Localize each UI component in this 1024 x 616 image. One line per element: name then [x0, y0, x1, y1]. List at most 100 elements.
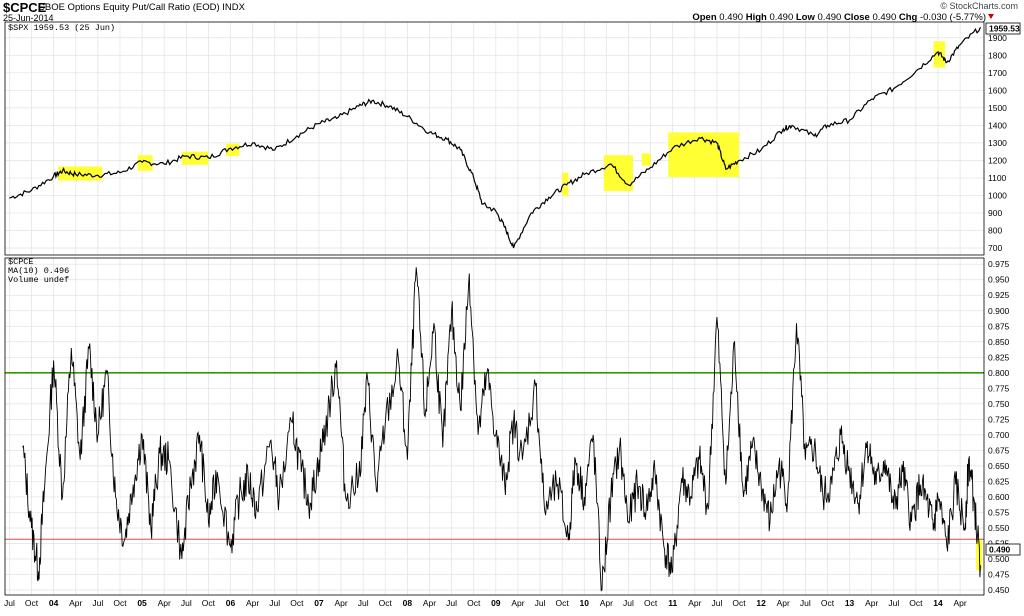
x-tick-label: Jul	[623, 598, 634, 608]
y-tick-label: 0.625	[988, 476, 1010, 486]
y-tick-label: 0.825	[988, 352, 1010, 362]
x-tick-label: 13	[845, 598, 855, 608]
high-value: 0.490	[769, 12, 794, 23]
y-tick-label: 0.500	[988, 554, 1010, 564]
chg-down-icon	[988, 14, 994, 19]
y-tick-label: 0.550	[988, 523, 1010, 533]
y-tick-label: 1600	[988, 85, 1007, 95]
x-tick-label: Oct	[379, 598, 393, 608]
y-tick-label: 0.900	[988, 306, 1010, 316]
ratio-panel-frame	[4, 257, 985, 596]
price-y-ticks: 700 800 900 1000 1100 1200 1300 1400 1500 1600 170…	[988, 33, 1007, 253]
ratio-y-ticks: 0.450 0.475 0.500 0.525 0.550 0.575 0.600 0.625…	[988, 259, 1010, 595]
x-tick-label: 04	[49, 598, 59, 608]
x-tick-label: Jul	[535, 598, 546, 608]
spx-last-value-box	[985, 22, 1021, 35]
x-tick-label: 06	[226, 598, 236, 608]
y-tick-label: 1900	[988, 33, 1007, 43]
highlight-box	[641, 153, 651, 166]
x-tick-label: Apr	[69, 598, 82, 608]
source-credit: © StockCharts.com	[940, 1, 1018, 11]
price-highlights	[58, 41, 946, 197]
open-label: Open	[692, 12, 717, 23]
x-tick-label: Jul	[888, 598, 899, 608]
chg-label: Chg	[898, 12, 918, 23]
x-tick-label: Oct	[732, 598, 746, 608]
x-tick-label: 14	[933, 598, 943, 608]
y-tick-label: 0.600	[988, 492, 1010, 502]
y-tick-label: 0.725	[988, 414, 1010, 424]
y-tick-label: 800	[988, 225, 1002, 235]
x-tick-label: Jul	[358, 598, 369, 608]
x-tick-label: Oct	[821, 598, 835, 608]
y-tick-label: 0.800	[988, 368, 1010, 378]
y-tick-label: 0.925	[988, 290, 1010, 300]
x-tick-label: 11	[668, 598, 677, 608]
x-tick-label: Apr	[954, 598, 967, 608]
cpce-legend: $CPCE	[8, 257, 34, 267]
x-tick-label: 12	[756, 598, 766, 608]
y-tick-label: 1100	[988, 173, 1007, 183]
y-tick-label: 0.475	[988, 570, 1010, 580]
x-tick-label: Oct	[113, 598, 127, 608]
x-tick-label: Jul	[269, 598, 280, 608]
x-tick-label: 07	[314, 598, 324, 608]
y-tick-label: 0.575	[988, 507, 1010, 517]
chart-date: 25-Jun-2014	[3, 13, 54, 23]
y-tick-label: 1800	[988, 50, 1007, 60]
spx-legend: $SPX 1959.53 (25 Jun)	[8, 23, 115, 33]
chart-description: CBOE Options Equity Put/Call Ratio (EOD)…	[38, 2, 245, 13]
open-value: 0.490	[719, 12, 744, 23]
chart-symbol: $CPCE	[3, 0, 47, 15]
x-tick-label: Apr	[246, 598, 259, 608]
y-tick-label: 0.450	[988, 585, 1010, 595]
low-label: Low	[795, 12, 815, 23]
description-text: CBOE Options Equity Put/Call Ratio (EOD)	[38, 2, 220, 13]
exchange-label: INDX	[222, 2, 245, 13]
y-tick-label: 0.750	[988, 399, 1010, 409]
spx-series-line	[9, 27, 982, 249]
x-tick-label: Jul	[800, 598, 811, 608]
x-tick-label: Oct	[25, 598, 39, 608]
y-tick-label: 0.650	[988, 461, 1010, 471]
x-axis-ticks: Jul Oct 04 Apr Jul Oct 05 Apr Jul Oct 06 Apr Jul Oct 0…	[4, 598, 967, 608]
x-tick-label: 05	[137, 598, 147, 608]
x-tick-label: 10	[580, 598, 590, 608]
x-tick-label: Oct	[290, 598, 304, 608]
y-tick-label: 0.525	[988, 538, 1010, 548]
x-tick-label: Jul	[92, 598, 103, 608]
price-panel-frame	[4, 21, 985, 256]
x-tick-label: Apr	[334, 598, 347, 608]
y-tick-label: 1200	[988, 155, 1007, 165]
cpce-series-line	[22, 267, 981, 592]
x-tick-label: 08	[403, 598, 413, 608]
x-tick-label: 09	[491, 598, 501, 608]
y-tick-label: 0.700	[988, 430, 1010, 440]
volume-legend: Volume undef	[8, 275, 69, 285]
y-tick-label: 1700	[988, 68, 1007, 78]
x-tick-label: Apr	[865, 598, 878, 608]
high-label: High	[745, 12, 767, 23]
x-tick-label: Oct	[644, 598, 658, 608]
close-value: 0.490	[872, 12, 897, 23]
x-tick-label: Jul	[711, 598, 722, 608]
ohlc-readout: Open 0.490 High 0.490 Low 0.490 Close 0.…	[692, 12, 986, 23]
y-tick-label: 0.775	[988, 383, 1010, 393]
close-label: Close	[843, 12, 870, 23]
y-tick-label: 0.950	[988, 275, 1010, 285]
x-tick-label: Jul	[4, 598, 15, 608]
highlight-box	[137, 155, 153, 171]
cpce-last-value-box	[985, 543, 1021, 556]
x-tick-label: Apr	[158, 598, 171, 608]
x-tick-label: Apr	[423, 598, 436, 608]
x-tick-label: Apr	[777, 598, 790, 608]
y-tick-label: 0.675	[988, 445, 1010, 455]
x-tick-label: Jul	[446, 598, 457, 608]
y-tick-label: 0.850	[988, 337, 1010, 347]
low-value: 0.490	[817, 12, 842, 23]
x-tick-label: Apr	[511, 598, 524, 608]
price-panel: $SPX 1959.53 (25 Jun) 700 800 900 1000 1100 1…	[8, 22, 1021, 253]
y-tick-label: 900	[988, 208, 1002, 218]
x-tick-label: Apr	[688, 598, 701, 608]
